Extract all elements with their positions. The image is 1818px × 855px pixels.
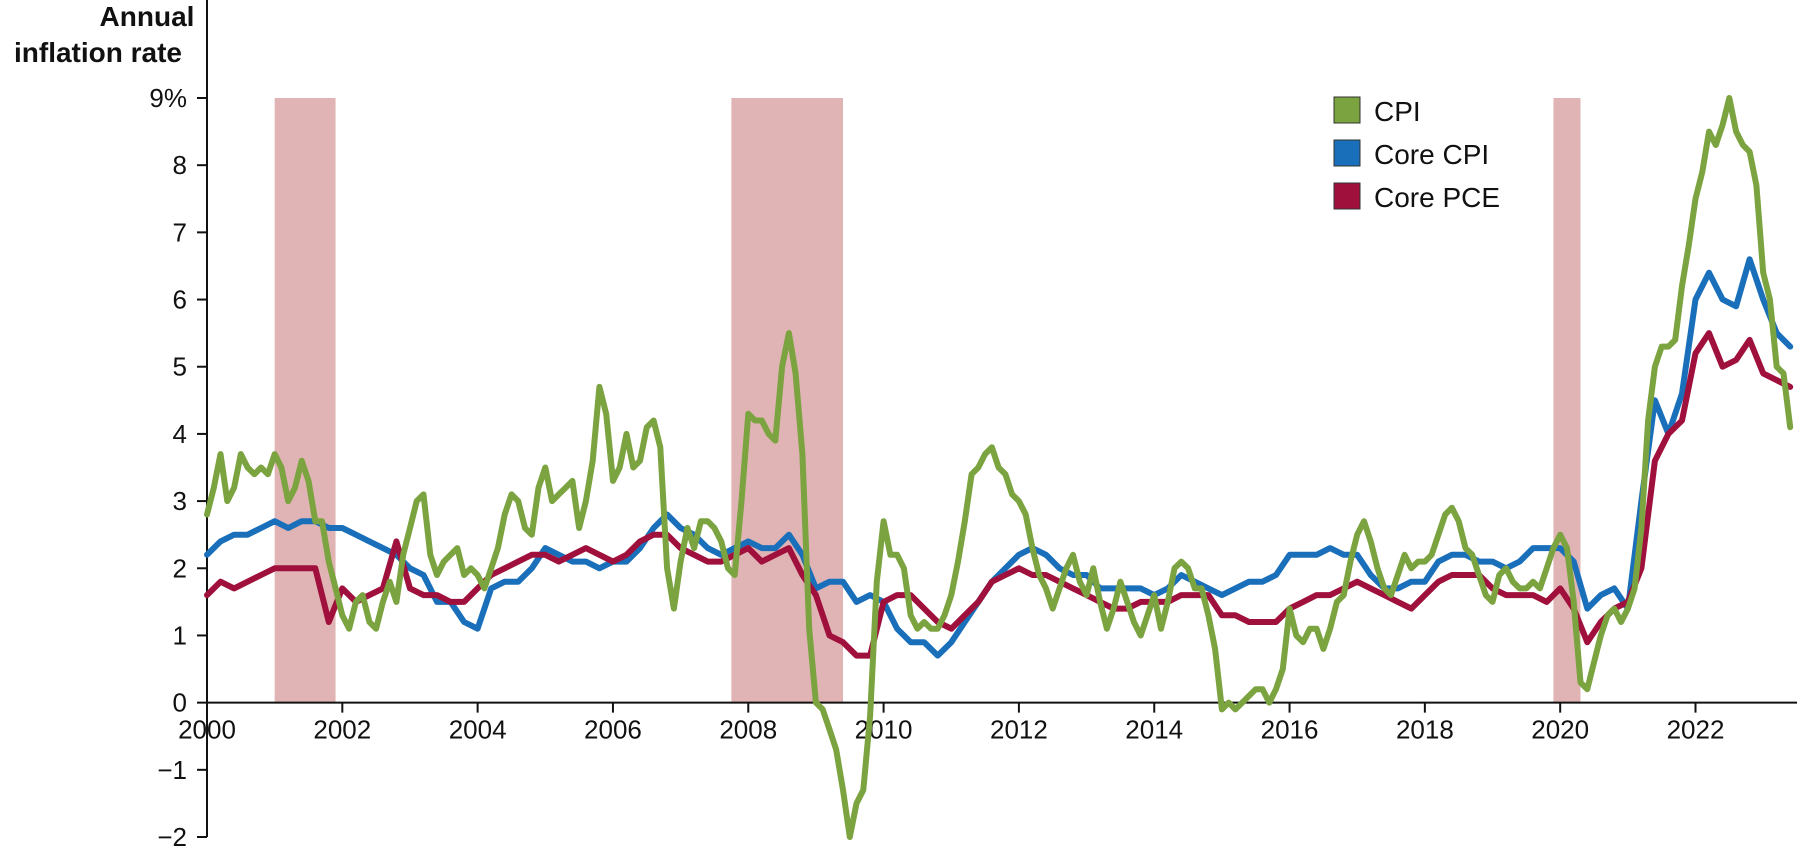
y-tick-label-11: 9%: [149, 83, 187, 113]
legend-swatch-3: [1333, 182, 1361, 210]
series-line-core-pce: [204, 330, 1794, 659]
y-axis-title-line-2: inflation rate: [14, 37, 182, 68]
series-line-core-cpi: [204, 256, 1794, 659]
legend: CPI Core CPI Core PCE: [1333, 96, 1500, 213]
recession-band-2: [731, 98, 843, 703]
legend-label-2: Core CPI: [1374, 139, 1489, 170]
legend-label-1: CPI: [1374, 96, 1421, 127]
series-line-cpi: [204, 95, 1794, 840]
x-tick-label-11: 2022: [1667, 715, 1725, 745]
axis-labels: Annual inflation rate: [14, 1, 194, 68]
y-tick-label-2: 0: [173, 688, 187, 718]
x-tick-label-1: 2002: [313, 715, 371, 745]
x-tick-label-10: 2020: [1531, 715, 1589, 745]
x-tick-label-2: 2004: [449, 715, 507, 745]
y-tick-label-9: 7: [173, 217, 187, 247]
y-tick-label-1: −1: [157, 755, 187, 785]
y-tick-label-5: 3: [173, 486, 187, 516]
legend-label-3: Core PCE: [1374, 182, 1500, 213]
x-tick-label-5: 2010: [855, 715, 913, 745]
y-tick-label-8: 6: [173, 285, 187, 315]
y-tick-label-7: 5: [173, 352, 187, 382]
x-tick-label-7: 2014: [1125, 715, 1183, 745]
x-tick-label-8: 2016: [1261, 715, 1319, 745]
y-tick-label-6: 4: [173, 419, 187, 449]
x-tick-label-6: 2012: [990, 715, 1048, 745]
y-tick-label-10: 8: [173, 150, 187, 180]
legend-swatch-2: [1333, 139, 1361, 167]
x-tick-label-3: 2006: [584, 715, 642, 745]
x-tick-label-4: 2008: [719, 715, 777, 745]
y-tick-label-4: 2: [173, 553, 187, 583]
x-tick-label-0: 2000: [178, 715, 236, 745]
y-tick-label-0: −2: [157, 822, 187, 852]
axes: −2 −1 0 1 2 3 4 5 6 7 8 9% 2000 2002 2004 2006 2008 2010 2…: [149, 0, 1797, 852]
x-tick-label-9: 2018: [1396, 715, 1454, 745]
y-tick-label-3: 1: [173, 620, 187, 650]
y-axis-title-line-1: Annual: [100, 1, 195, 32]
legend-swatch-1: [1333, 96, 1361, 124]
recession-bands: [274, 98, 1581, 703]
series-lines: [204, 95, 1794, 840]
